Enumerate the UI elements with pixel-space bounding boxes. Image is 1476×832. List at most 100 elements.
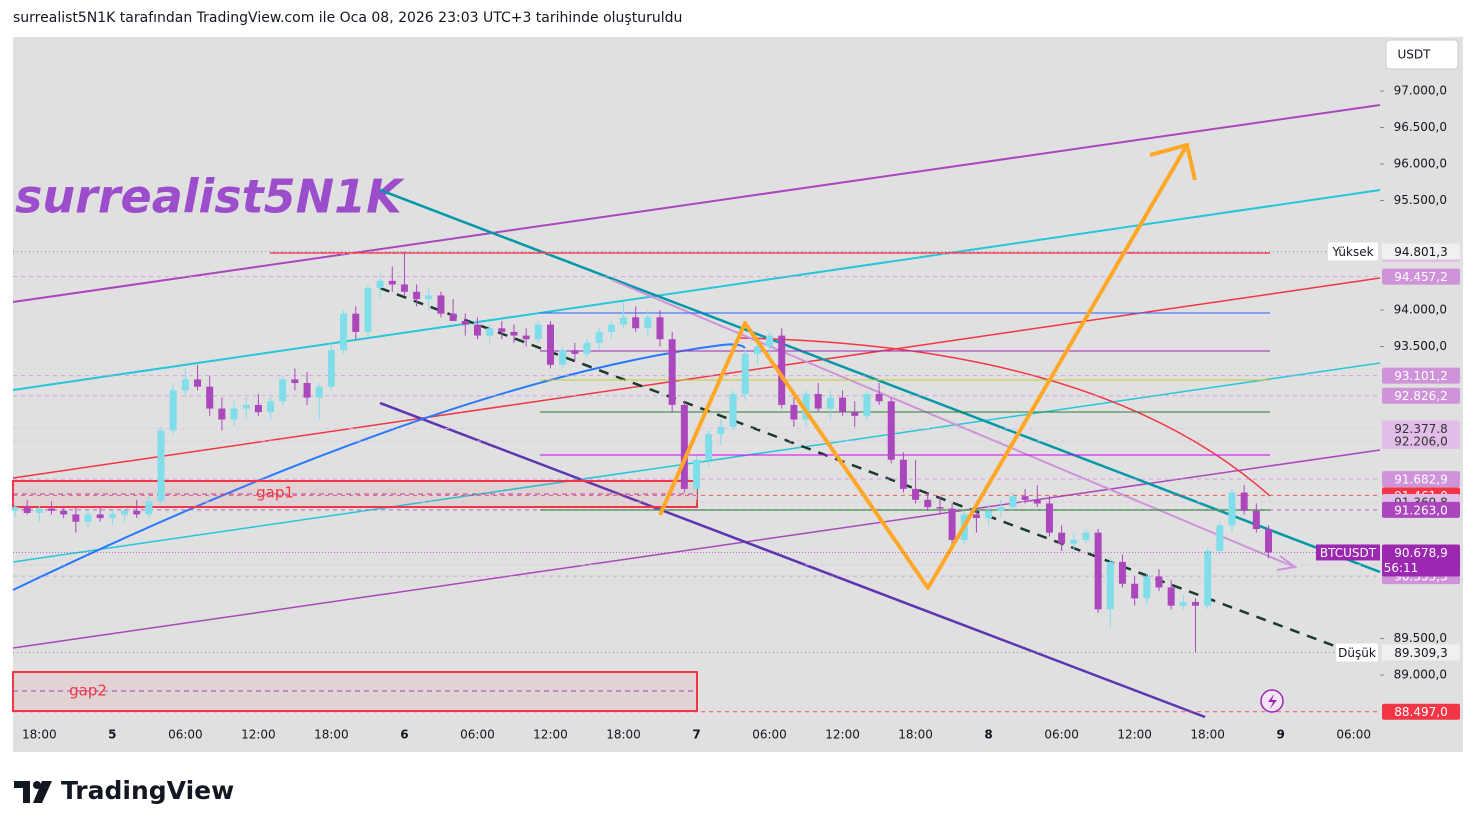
- candle-body: [936, 507, 944, 509]
- candle-body: [972, 514, 980, 519]
- x-tick-label: 9: [1277, 728, 1285, 742]
- candle-body: [607, 324, 615, 332]
- x-tick-label: 06:00: [1044, 728, 1079, 742]
- candle-body: [303, 383, 311, 398]
- axes: 97.000,0 96.500,0 96.000,0 95.500,0 94.000,0…: [13, 84, 1460, 742]
- extreme-value: 94.801,3: [1394, 245, 1447, 259]
- candle-body: [705, 434, 713, 460]
- candle-body: [693, 459, 701, 489]
- y-tick-label: 89.500,0: [1394, 631, 1447, 645]
- y-tick-label: 94.000,0: [1394, 303, 1447, 317]
- candle-body: [425, 295, 433, 300]
- candle-body: [534, 324, 542, 340]
- candle-body: [1191, 602, 1199, 606]
- candle-body: [656, 317, 664, 340]
- candle-body: [1228, 492, 1236, 526]
- price-label: [1382, 420, 1460, 437]
- candle-body: [887, 401, 895, 460]
- candle-body: [291, 379, 299, 384]
- candle-body: [133, 510, 141, 515]
- candle-body: [1033, 499, 1041, 504]
- candle-body: [1216, 525, 1224, 551]
- header: surrealist5N1K tarafından TradingView.co…: [13, 10, 682, 26]
- candle-body: [340, 313, 348, 351]
- x-tick-label: 12:00: [533, 728, 568, 742]
- candle-body: [546, 324, 554, 365]
- candle-body: [1179, 602, 1187, 606]
- x-tick-label: 18:00: [898, 728, 933, 742]
- candle-body: [790, 404, 798, 420]
- candle-body: [1265, 529, 1273, 553]
- pattern-drawing: [658, 142, 1197, 590]
- candle-body: [522, 335, 530, 340]
- dashed-trend: [379, 286, 1341, 650]
- candle-body: [48, 508, 56, 511]
- candle-body: [157, 430, 165, 502]
- candle-body: [327, 350, 335, 387]
- candle-body: [1118, 561, 1126, 584]
- currency-box[interactable]: [1385, 39, 1459, 70]
- candle-body: [437, 295, 445, 314]
- price-label: [1382, 432, 1460, 449]
- logo-part: [14, 781, 30, 803]
- candle-body: [1021, 496, 1029, 500]
- candle-body: [985, 510, 993, 519]
- candle-body: [1252, 510, 1260, 530]
- candle-body: [96, 514, 104, 519]
- arc: [12, 343, 746, 591]
- trend-line: [12, 277, 1381, 479]
- price-label: [1382, 367, 1460, 384]
- candle-body: [181, 379, 189, 391]
- y-tick-label: 96.500,0: [1394, 120, 1447, 134]
- candle-body: [839, 397, 847, 413]
- trend-line: [12, 189, 1381, 391]
- candle-body: [486, 328, 494, 336]
- x-tick-label: 7: [692, 728, 700, 742]
- candle-body: [1058, 532, 1066, 544]
- price-label-text: 91.682,9: [1394, 473, 1447, 487]
- candle-body: [680, 404, 688, 489]
- extreme-tag: [1336, 643, 1378, 662]
- candle-body: [571, 350, 579, 354]
- extreme-tag: [1328, 242, 1378, 261]
- last-price: 90.678,9: [1394, 546, 1447, 560]
- extreme-value: 89.309,3: [1394, 646, 1447, 660]
- candle-body: [206, 386, 214, 409]
- candle-body: [72, 514, 80, 522]
- candle-body: [352, 313, 360, 332]
- candles: [11, 251, 1380, 713]
- candle-body: [559, 350, 567, 365]
- trend-line: [12, 449, 1381, 649]
- x-tick-label: 18:00: [606, 728, 641, 742]
- x-tick-label: 8: [984, 728, 992, 742]
- arrow-head: [1149, 142, 1197, 181]
- price-label: [1382, 387, 1460, 404]
- candle-body: [169, 390, 177, 431]
- candle-body: [875, 393, 883, 402]
- candle-body: [242, 404, 250, 409]
- candle-body: [1045, 503, 1053, 533]
- candle-body: [121, 510, 129, 515]
- footer-brand: TradingView: [61, 776, 234, 805]
- candle-body: [1082, 532, 1090, 540]
- logo-part: [33, 781, 41, 789]
- candle-body: [108, 514, 116, 519]
- price-label-text: 92.826,2: [1394, 389, 1447, 403]
- candle-body: [826, 397, 834, 409]
- candle-body: [413, 291, 421, 300]
- candle-body: [912, 488, 920, 500]
- candle-body: [899, 459, 907, 489]
- x-tick-label: 06:00: [168, 728, 203, 742]
- y-tick-label: 93.500,0: [1394, 339, 1447, 353]
- arrow-line: [611, 279, 1293, 567]
- candle-body: [23, 507, 31, 513]
- x-tick-label: 06:00: [752, 728, 787, 742]
- candle-body: [376, 280, 384, 289]
- candle-body: [997, 507, 1005, 511]
- alert-bolt: [1268, 694, 1277, 709]
- currency: USDT: [1398, 48, 1432, 62]
- candle-body: [1094, 532, 1102, 610]
- candle-body: [924, 499, 932, 508]
- x-tick-label: 6: [400, 728, 408, 742]
